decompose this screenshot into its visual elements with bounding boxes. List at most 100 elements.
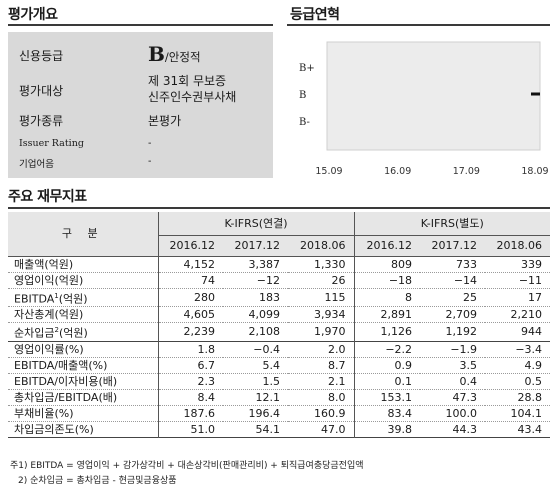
summary-label: 평가종류 bbox=[19, 114, 64, 128]
row-label-unit: (억원) bbox=[58, 326, 88, 340]
table-cell: 3.5 bbox=[459, 358, 478, 372]
table-row: 순차입금2(억원) 2,239 2,108 1,970 1,126 1,192 944 bbox=[8, 322, 550, 342]
financials-table: 구 분 K-IFRS(연결) K-IFRS(별도) 2016.12 2017.1… bbox=[8, 212, 550, 438]
row-label: 매출액(억원) bbox=[8, 256, 158, 272]
row-label-text: 총차입금/EBITDA(배) bbox=[14, 390, 118, 404]
table-row: EBITDA/매출액(%) 6.7 5.4 8.7 0.9 3.5 4.9 bbox=[8, 357, 550, 374]
summary-label: 기업어음 bbox=[19, 159, 54, 170]
target-line1: 제 31회 무보증 bbox=[148, 74, 227, 88]
table-cell: 1,126 bbox=[353, 322, 421, 342]
table-cell: 944 bbox=[521, 325, 543, 339]
row-label-text: 자산총계(억원) bbox=[14, 308, 84, 322]
footnote-1: 주1) EBITDA = 영업이익 + 감가상각비 + 대손상각비(판매관리비)… bbox=[10, 461, 364, 471]
table-cell: 160.9 bbox=[314, 406, 346, 420]
row-label: 총차입금/EBITDA(배) bbox=[8, 389, 158, 405]
table-cell: 74 bbox=[157, 272, 223, 288]
table-cell: 12.1 bbox=[255, 390, 281, 404]
row-label-text: 영업이익(억원) bbox=[14, 273, 84, 287]
row-label-text: 영업이익률(%) bbox=[14, 342, 84, 356]
table-cell: 2,210 bbox=[510, 308, 543, 322]
rating-history-svg: B+ B B- 15.09 16.09 17.09 18.09 bbox=[299, 41, 549, 177]
plot-area bbox=[326, 41, 541, 151]
table-cell: 339 bbox=[521, 257, 543, 271]
rating-history-chart: B+ B B- 15.09 16.09 17.09 18.09 bbox=[287, 32, 550, 180]
table-cell: 809 bbox=[353, 256, 421, 272]
row-label: EBITDA1(억원) bbox=[8, 288, 158, 307]
table-cell: −1.9 bbox=[450, 342, 478, 356]
table-cell: −0.4 bbox=[253, 342, 280, 356]
summary-row-cp: 기업어음 - bbox=[8, 156, 273, 172]
type-value: 본평가 bbox=[148, 114, 182, 128]
table-cell: 183 bbox=[259, 290, 280, 304]
table-cell: 17 bbox=[528, 290, 543, 304]
table-row: 차입금의존도(%) 51.0 54.1 47.0 39.8 44.3 43.4 bbox=[8, 421, 550, 438]
table-cell: −3.4 bbox=[515, 342, 543, 356]
target-line2: 신주인수권부사채 bbox=[148, 90, 237, 104]
header-year: 2016.12 bbox=[157, 235, 223, 256]
row-label: EBITDA/이자비용(배) bbox=[8, 373, 158, 389]
table-cell: 51.0 bbox=[157, 421, 223, 438]
row-label-unit: (억원) bbox=[58, 292, 88, 306]
row-label-footnote-mark: 1 bbox=[54, 291, 59, 300]
table-cell: 187.6 bbox=[157, 405, 223, 422]
row-label-text: 차입금의존도(%) bbox=[14, 422, 94, 436]
row-label-text: EBITDA/매출액(%) bbox=[14, 358, 108, 372]
table-cell: 4.9 bbox=[524, 358, 543, 372]
row-label-footnote-mark: 2 bbox=[54, 326, 59, 335]
table-row: EBITDA/이자비용(배) 2.3 1.5 2.1 0.1 0.4 0.5 bbox=[8, 373, 550, 390]
row-label: 영업이익률(%) bbox=[8, 341, 158, 357]
summary-row-type: 평가종류 본평가 bbox=[8, 112, 273, 130]
footnote-2: 2) 순차입금 = 총차입금 - 현금및금융상품 bbox=[18, 476, 177, 486]
table-cell: 5.4 bbox=[262, 358, 281, 372]
header-year: 2018.06 bbox=[485, 235, 550, 256]
summary-title: 평가개요 bbox=[8, 7, 58, 23]
row-label-text: EBITDA/이자비용(배) bbox=[14, 374, 118, 388]
table-cell: 1,330 bbox=[314, 257, 346, 271]
header-year: 2017.12 bbox=[223, 235, 288, 256]
history-title-rule bbox=[287, 24, 550, 26]
row-label: 영업이익(억원) bbox=[8, 272, 158, 288]
table-cell: 2.0 bbox=[328, 342, 346, 356]
table-cell: 0.9 bbox=[353, 357, 421, 374]
table-cell: −12 bbox=[256, 273, 280, 287]
row-label-text: EBITDA bbox=[14, 292, 55, 306]
summary-label: Issuer Rating bbox=[19, 138, 84, 149]
x-tick-label: 15.09 bbox=[315, 166, 342, 177]
header-consolidated: K-IFRS(연결) bbox=[157, 212, 355, 236]
table-cell: 1,192 bbox=[445, 325, 478, 339]
table-cell: 8 bbox=[353, 288, 421, 307]
table-cell: 83.4 bbox=[353, 405, 421, 422]
table-cell: 2,709 bbox=[445, 308, 478, 322]
table-cell: 1,970 bbox=[314, 325, 346, 339]
table-cell: −18 bbox=[353, 272, 421, 288]
x-tick-label: 18.09 bbox=[521, 166, 548, 177]
table-cell: 2,108 bbox=[248, 325, 281, 339]
summary-row-issuer-rating: Issuer Rating - bbox=[8, 138, 273, 154]
rating-grade: B bbox=[148, 42, 165, 66]
table-header-years: 2016.12 2017.12 2018.06 2016.12 2017.12 … bbox=[8, 235, 550, 256]
issuer-rating-value: - bbox=[148, 138, 152, 149]
table-row: 총차입금/EBITDA(배) 8.4 12.1 8.0 153.1 47.3 28.8 bbox=[8, 389, 550, 406]
table-cell: 2,891 bbox=[353, 306, 421, 323]
header-separate: K-IFRS(별도) bbox=[353, 212, 550, 236]
table-cell: 28.8 bbox=[517, 390, 543, 404]
history-title: 등급연혁 bbox=[290, 7, 340, 23]
table-cell: 115 bbox=[324, 290, 346, 304]
financials-body: 매출액(억원) 4,152 3,387 1,330 809 733 339 영업이익(억원) 7… bbox=[8, 256, 550, 438]
row-label-text: 부채비율(%) bbox=[14, 406, 74, 420]
summary-title-rule bbox=[8, 24, 273, 26]
y-tick-label: B+ bbox=[299, 63, 315, 74]
table-cell: 47.3 bbox=[452, 390, 478, 404]
table-cell: 39.8 bbox=[353, 421, 421, 438]
table-cell: 100.0 bbox=[445, 406, 478, 420]
table-cell: 6.7 bbox=[157, 357, 223, 374]
table-cell: 54.1 bbox=[255, 422, 281, 436]
table-row: 부채비율(%) 187.6 196.4 160.9 83.4 100.0 104.1 bbox=[8, 405, 550, 422]
table-cell: 44.3 bbox=[452, 422, 478, 436]
table-cell: 1.5 bbox=[262, 374, 281, 388]
summary-row-target: 평가대상 제 31회 무보증 신주인수권부사채 bbox=[8, 72, 273, 106]
table-cell: 0.5 bbox=[524, 374, 543, 388]
table-cell: 25 bbox=[463, 290, 478, 304]
table-cell: 733 bbox=[456, 257, 478, 271]
table-cell: −14 bbox=[453, 273, 478, 287]
